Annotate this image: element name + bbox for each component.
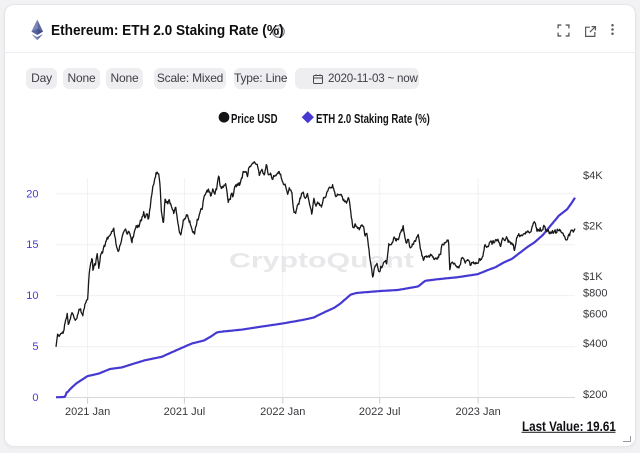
svg-text:20: 20 <box>26 188 38 200</box>
svg-text:$200: $200 <box>583 389 607 401</box>
svg-text:2022 Jan: 2022 Jan <box>260 406 305 418</box>
svg-text:15: 15 <box>26 239 38 251</box>
svg-text:2021 Jan: 2021 Jan <box>65 406 110 418</box>
svg-text:$400: $400 <box>583 338 607 350</box>
svg-text:2022 Jul: 2022 Jul <box>359 406 401 418</box>
svg-text:$4K: $4K <box>583 170 603 182</box>
svg-text:0: 0 <box>32 392 38 404</box>
svg-text:$800: $800 <box>583 288 607 300</box>
svg-text:2021 Jul: 2021 Jul <box>164 406 206 418</box>
svg-text:5: 5 <box>32 341 38 353</box>
svg-text:$2K: $2K <box>583 221 603 233</box>
svg-text:10: 10 <box>26 290 38 302</box>
svg-text:$600: $600 <box>583 309 607 321</box>
svg-text:CryptoQuant: CryptoQuant <box>229 249 414 273</box>
svg-text:2023 Jan: 2023 Jan <box>455 406 500 418</box>
svg-text:$1K: $1K <box>583 271 603 283</box>
